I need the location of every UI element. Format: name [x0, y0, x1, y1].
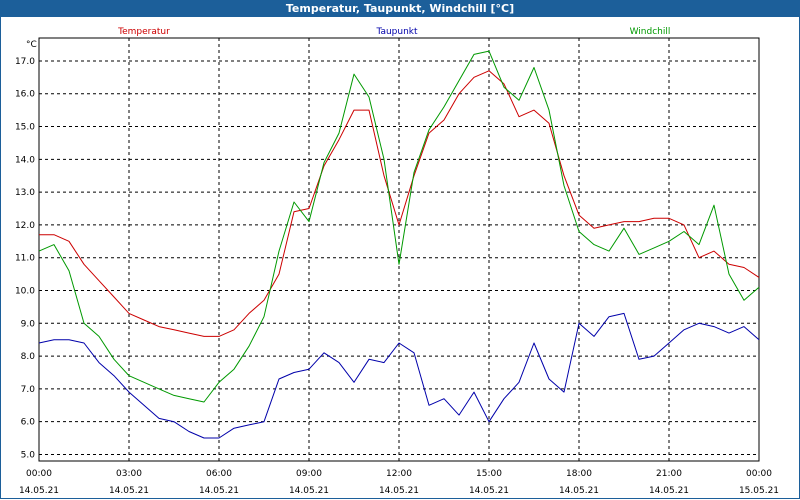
x-tick-time-label: 18:00 — [566, 469, 592, 479]
y-tick-label: 7.0 — [21, 385, 36, 395]
y-tick-label: 6.0 — [21, 418, 36, 428]
y-tick-label: 15.0 — [15, 123, 35, 133]
axes-layer: 5.0 6.0 7.0 8.0 9.0 10.0 11.0 12.0 13.0 14.0 15.0 1… — [15, 37, 779, 496]
series-line-windchill — [38, 50, 760, 403]
y-tick-label: 10.0 — [15, 286, 35, 296]
series-layer — [38, 50, 760, 439]
grid-layer — [39, 38, 759, 461]
x-tick-date-label: 14.05.21 — [469, 486, 509, 496]
x-tick-time-label: 06:00 — [206, 469, 232, 479]
x-tick-date-label: 14.05.21 — [199, 486, 239, 496]
y-tick-label: 16.0 — [15, 90, 35, 100]
y-tick-label: 14.0 — [15, 155, 35, 165]
legend-entry-taupunkt: Taupunkt — [375, 27, 418, 37]
series-line-temperatur — [39, 70, 760, 337]
x-tick-date-label: 15.05.21 — [739, 486, 779, 496]
plot-area-border — [38, 37, 760, 462]
x-tick-time-label: 12:00 — [386, 469, 412, 479]
y-tick-label: 13.0 — [15, 188, 35, 198]
x-tick-date-label: 14.05.21 — [559, 486, 599, 496]
x-tick-date-label: 14.05.21 — [379, 486, 419, 496]
x-tick-date-label: 14.05.21 — [109, 486, 149, 496]
y-unit-label: °C — [26, 40, 37, 50]
x-tick-date-label: 14.05.21 — [289, 486, 329, 496]
legend-entry-windchill: Windchill — [630, 27, 671, 37]
x-tick-time-label: 15:00 — [476, 469, 502, 479]
legend-layer: Temperatur Taupunkt Windchill — [117, 27, 670, 37]
x-tick-date-label: 14.05.21 — [649, 486, 689, 496]
x-tick-time-label: 21:00 — [656, 469, 682, 479]
y-tick-label: 11.0 — [15, 254, 35, 264]
chart-title-bar: Temperatur, Taupunkt, Windchill [°C] — [0, 0, 800, 17]
y-tick-label: 8.0 — [21, 352, 36, 362]
x-tick-time-label: 09:00 — [296, 469, 322, 479]
chart-title: Temperatur, Taupunkt, Windchill [°C] — [285, 2, 515, 15]
y-tick-label: 12.0 — [15, 221, 35, 231]
x-tick-time-label: 00:00 — [26, 469, 52, 479]
x-tick-time-label: 00:00 — [746, 469, 772, 479]
x-tick-date-label: 14.05.21 — [19, 486, 59, 496]
y-tick-label: 9.0 — [21, 319, 36, 329]
legend-entry-temperatur: Temperatur — [117, 27, 170, 37]
series-line-taupunkt — [38, 312, 760, 439]
x-tick-time-label: 03:00 — [116, 469, 142, 479]
y-tick-label: 17.0 — [15, 57, 35, 67]
y-tick-label: 5.0 — [21, 450, 36, 460]
